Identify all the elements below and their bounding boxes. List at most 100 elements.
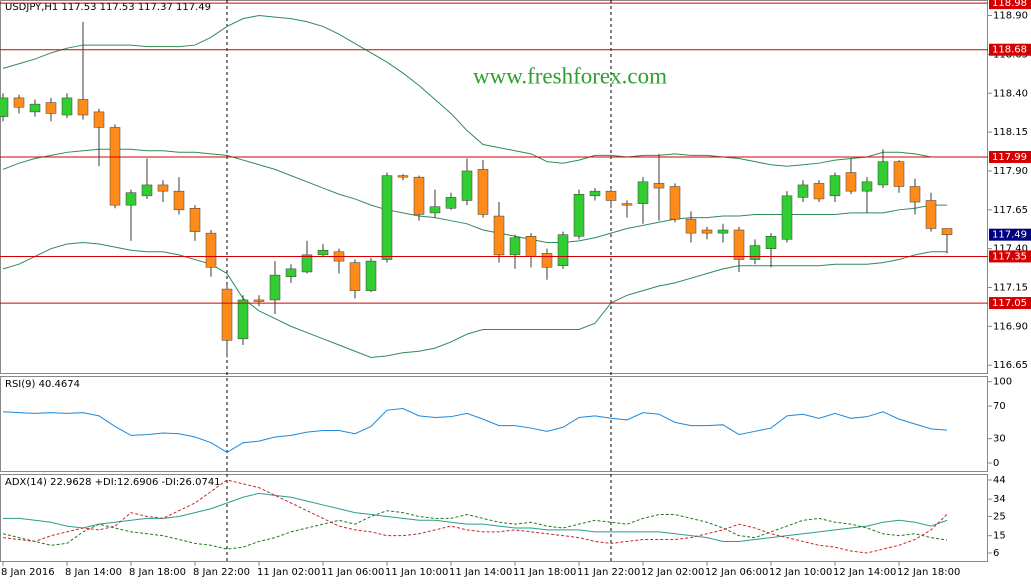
candle-body: [381, 175, 393, 260]
x-tick-label: 11 Jan 10:00: [385, 567, 448, 578]
candle-body: [573, 194, 585, 237]
y-tick-label: 117.40: [993, 244, 1028, 255]
candle-body: [941, 228, 953, 235]
candle-body: [877, 161, 889, 186]
y-tick-label: 44: [993, 475, 1006, 486]
y-tick-label: 100: [993, 377, 1012, 388]
x-tick-label: 12 Jan 14:00: [833, 567, 896, 578]
candle-body: [429, 206, 441, 214]
candle-body: [77, 99, 89, 116]
y-tick-label: 34: [993, 494, 1006, 505]
candle-body: [45, 102, 57, 114]
candle-body: [269, 274, 281, 301]
candle-body: [525, 235, 537, 257]
candle-body: [541, 253, 553, 268]
x-tick-label: 11 Jan 22:00: [577, 567, 640, 578]
candle-body: [93, 111, 105, 128]
x-tick-label: 12 Jan 18:00: [897, 567, 960, 578]
y-tick-label: 116.65: [993, 360, 1028, 371]
last-price-box: [989, 228, 1031, 241]
candle-body: [445, 197, 457, 209]
x-tick-label: 12 Jan 02:00: [641, 567, 704, 578]
price-level-label: 117.99: [992, 152, 1027, 163]
candle-body: [669, 186, 681, 220]
candle-body: [205, 232, 217, 268]
price-level-label: 118.68: [992, 45, 1027, 56]
candle-body: [925, 200, 937, 229]
x-tick-label: 8 Jan 22:00: [193, 567, 250, 578]
candle-body: [301, 254, 313, 273]
candle-body: [621, 203, 633, 206]
candle-body: [317, 249, 329, 256]
y-tick-label: 117.90: [993, 166, 1028, 177]
candle-body: [29, 103, 41, 113]
price-level-box: [989, 297, 1031, 310]
candle-body: [845, 172, 857, 192]
watermark: www.freshforex.com: [473, 63, 667, 88]
candle-body: [221, 288, 233, 341]
y-tick-label: 6: [993, 548, 999, 559]
rsi-title: RSI(9) 40.4674: [5, 379, 80, 390]
band-lower: [2, 241, 947, 358]
candle-body: [781, 195, 793, 240]
adx-title: ADX(14) 22.9628 +DI:12.6906 -DI:26.0741: [5, 477, 221, 488]
x-tick-label: 8 Jan 14:00: [65, 567, 122, 578]
candle-body: [637, 181, 649, 204]
candle-body: [173, 190, 185, 211]
rsi-panel: [0, 376, 988, 472]
candle-body: [13, 97, 25, 108]
x-tick-label: 11 Jan 14:00: [449, 567, 512, 578]
candle-body: [893, 161, 905, 187]
y-tick-label: 0: [993, 458, 999, 469]
y-tick-label: 15: [993, 531, 1006, 542]
y-tick-label: 70: [993, 401, 1006, 412]
candle-body: [685, 218, 697, 234]
x-tick-label: 11 Jan 18:00: [513, 567, 576, 578]
price-level-label: 117.35: [992, 251, 1027, 262]
candle-body: [765, 235, 777, 249]
y-tick-label: 118.90: [993, 11, 1028, 22]
candle-body: [237, 299, 249, 340]
price-level-box: [989, 0, 1031, 10]
main-title: USDJPY,H1 117.53 117.53 117.37 117.49: [5, 2, 211, 13]
candle-body: [253, 299, 265, 302]
y-tick-label: 30: [993, 434, 1006, 445]
adx-panel: [0, 474, 988, 562]
candle-body: [365, 260, 377, 291]
x-tick-label: 11 Jan 06:00: [321, 567, 384, 578]
candle-body: [717, 229, 729, 234]
band-upper: [2, 15, 947, 167]
price-level-box: [989, 250, 1031, 263]
candle-body: [285, 268, 297, 277]
candle-body: [0, 97, 9, 117]
main-panel: [0, 0, 988, 374]
y-tick-label: 116.90: [993, 321, 1028, 332]
candle-body: [125, 192, 137, 206]
candle-body: [397, 175, 409, 178]
candle-body: [477, 169, 489, 215]
x-tick-label: 12 Jan 06:00: [705, 567, 768, 578]
candle-body: [653, 183, 665, 189]
x-tick-label: 8 Jan 18:00: [129, 567, 186, 578]
candle-body: [461, 170, 473, 201]
y-tick-label: 118.15: [993, 127, 1028, 138]
candle-body: [141, 184, 153, 197]
candle-body: [157, 184, 169, 192]
candle-body: [861, 181, 873, 192]
price-level-box: [989, 43, 1031, 56]
y-tick-label: 117.65: [993, 205, 1028, 216]
candle-body: [589, 190, 601, 197]
x-tick-label: 8 Jan 2016: [1, 567, 55, 578]
candle-body: [509, 237, 521, 256]
last-price-label: 117.49: [992, 230, 1027, 241]
candle-body: [61, 97, 73, 116]
candle-body: [733, 229, 745, 260]
indicator-line: [2, 408, 948, 454]
candle-body: [797, 184, 809, 198]
candle-body: [349, 262, 361, 291]
indicator-line: [2, 510, 948, 550]
candle-body: [701, 229, 713, 234]
x-tick-label: 11 Jan 02:00: [257, 567, 320, 578]
